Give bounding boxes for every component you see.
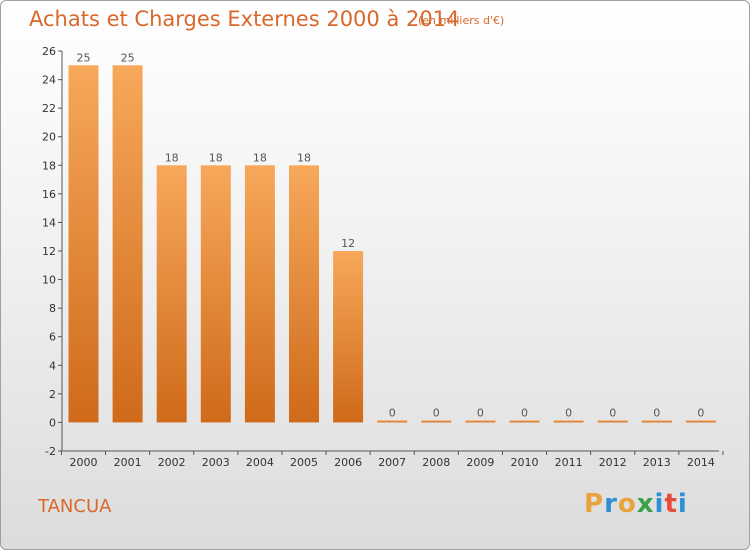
data-label: 0	[389, 406, 396, 419]
brand-letter: P	[584, 489, 605, 519]
bar	[244, 165, 275, 423]
bar	[156, 165, 187, 423]
brand-letter: x	[636, 489, 655, 519]
bar	[289, 165, 319, 423]
chart-subtitle: (en milliers d'€)	[418, 14, 505, 27]
y-tick-label: 18	[42, 159, 56, 172]
brand-letter: i	[654, 489, 665, 519]
data-label: 25	[77, 51, 91, 64]
data-label: 0	[653, 406, 660, 419]
y-tick-label: 6	[49, 331, 56, 344]
y-tick-label: 4	[49, 359, 56, 372]
data-label: 18	[209, 151, 223, 164]
x-tick-label: 2013	[643, 456, 671, 469]
bar	[597, 420, 628, 423]
bar	[377, 420, 408, 423]
data-label: 0	[477, 406, 484, 419]
y-tick-label: 8	[49, 302, 56, 315]
x-tick-label: 2014	[687, 456, 715, 469]
bar	[465, 420, 496, 423]
x-tick-label: 2000	[70, 456, 98, 469]
y-tick-label: 24	[42, 74, 56, 87]
brand-letter: i	[677, 489, 688, 519]
data-label: 0	[697, 406, 704, 419]
bar	[421, 420, 452, 423]
data-labels: 25 25 18 18 18 18 12 0 0 0 0 0 0 0 0	[77, 51, 705, 419]
brand-logo: Proxiti	[584, 489, 688, 519]
data-label: 18	[297, 151, 311, 164]
bar	[553, 420, 584, 423]
x-tick-label: 2010	[511, 456, 539, 469]
bar	[112, 65, 143, 423]
data-label: 18	[253, 151, 267, 164]
y-tick-label: 2	[49, 388, 56, 401]
bar	[68, 65, 99, 423]
data-label: 18	[165, 151, 179, 164]
chart-title: Achats et Charges Externes 2000 à 2014	[29, 7, 460, 31]
x-tick-label: 2007	[378, 456, 406, 469]
y-tick-label: 22	[42, 102, 56, 115]
data-label: 0	[609, 406, 616, 419]
y-tick-label: 0	[49, 416, 56, 429]
data-label: 0	[433, 406, 440, 419]
x-tick-label: 2011	[555, 456, 583, 469]
bar	[641, 420, 672, 423]
x-tick-label: 2006	[334, 456, 362, 469]
y-tick-label: 12	[42, 245, 56, 258]
x-tick-label: 2009	[466, 456, 494, 469]
bar	[333, 251, 364, 423]
brand-letter: r	[604, 489, 618, 519]
data-label: 0	[521, 406, 528, 419]
y-tick-label: 14	[42, 216, 56, 229]
data-label: 0	[565, 406, 572, 419]
y-tick-label: 20	[42, 131, 56, 144]
brand-letter: t	[664, 489, 678, 519]
x-tick-label: 2004	[246, 456, 274, 469]
commune-name: TANCUA	[38, 496, 112, 517]
x-tick-label: 2005	[290, 456, 318, 469]
bar	[509, 420, 540, 423]
x-tick-label: 2012	[599, 456, 627, 469]
bar	[685, 420, 716, 423]
x-tick-label: 2002	[158, 456, 186, 469]
y-tick-label: 16	[42, 188, 56, 201]
x-tick-label: 2001	[114, 456, 142, 469]
bar	[200, 165, 231, 423]
y-tick-label: 26	[42, 45, 56, 58]
data-label: 25	[121, 51, 135, 64]
bars	[68, 65, 716, 423]
x-tick-label: 2003	[202, 456, 230, 469]
brand-letter: o	[617, 489, 637, 519]
y-tick-label: -2	[45, 445, 56, 458]
data-label: 12	[341, 237, 355, 250]
y-tick-label: 10	[42, 274, 56, 287]
x-tick-label: 2008	[422, 456, 450, 469]
